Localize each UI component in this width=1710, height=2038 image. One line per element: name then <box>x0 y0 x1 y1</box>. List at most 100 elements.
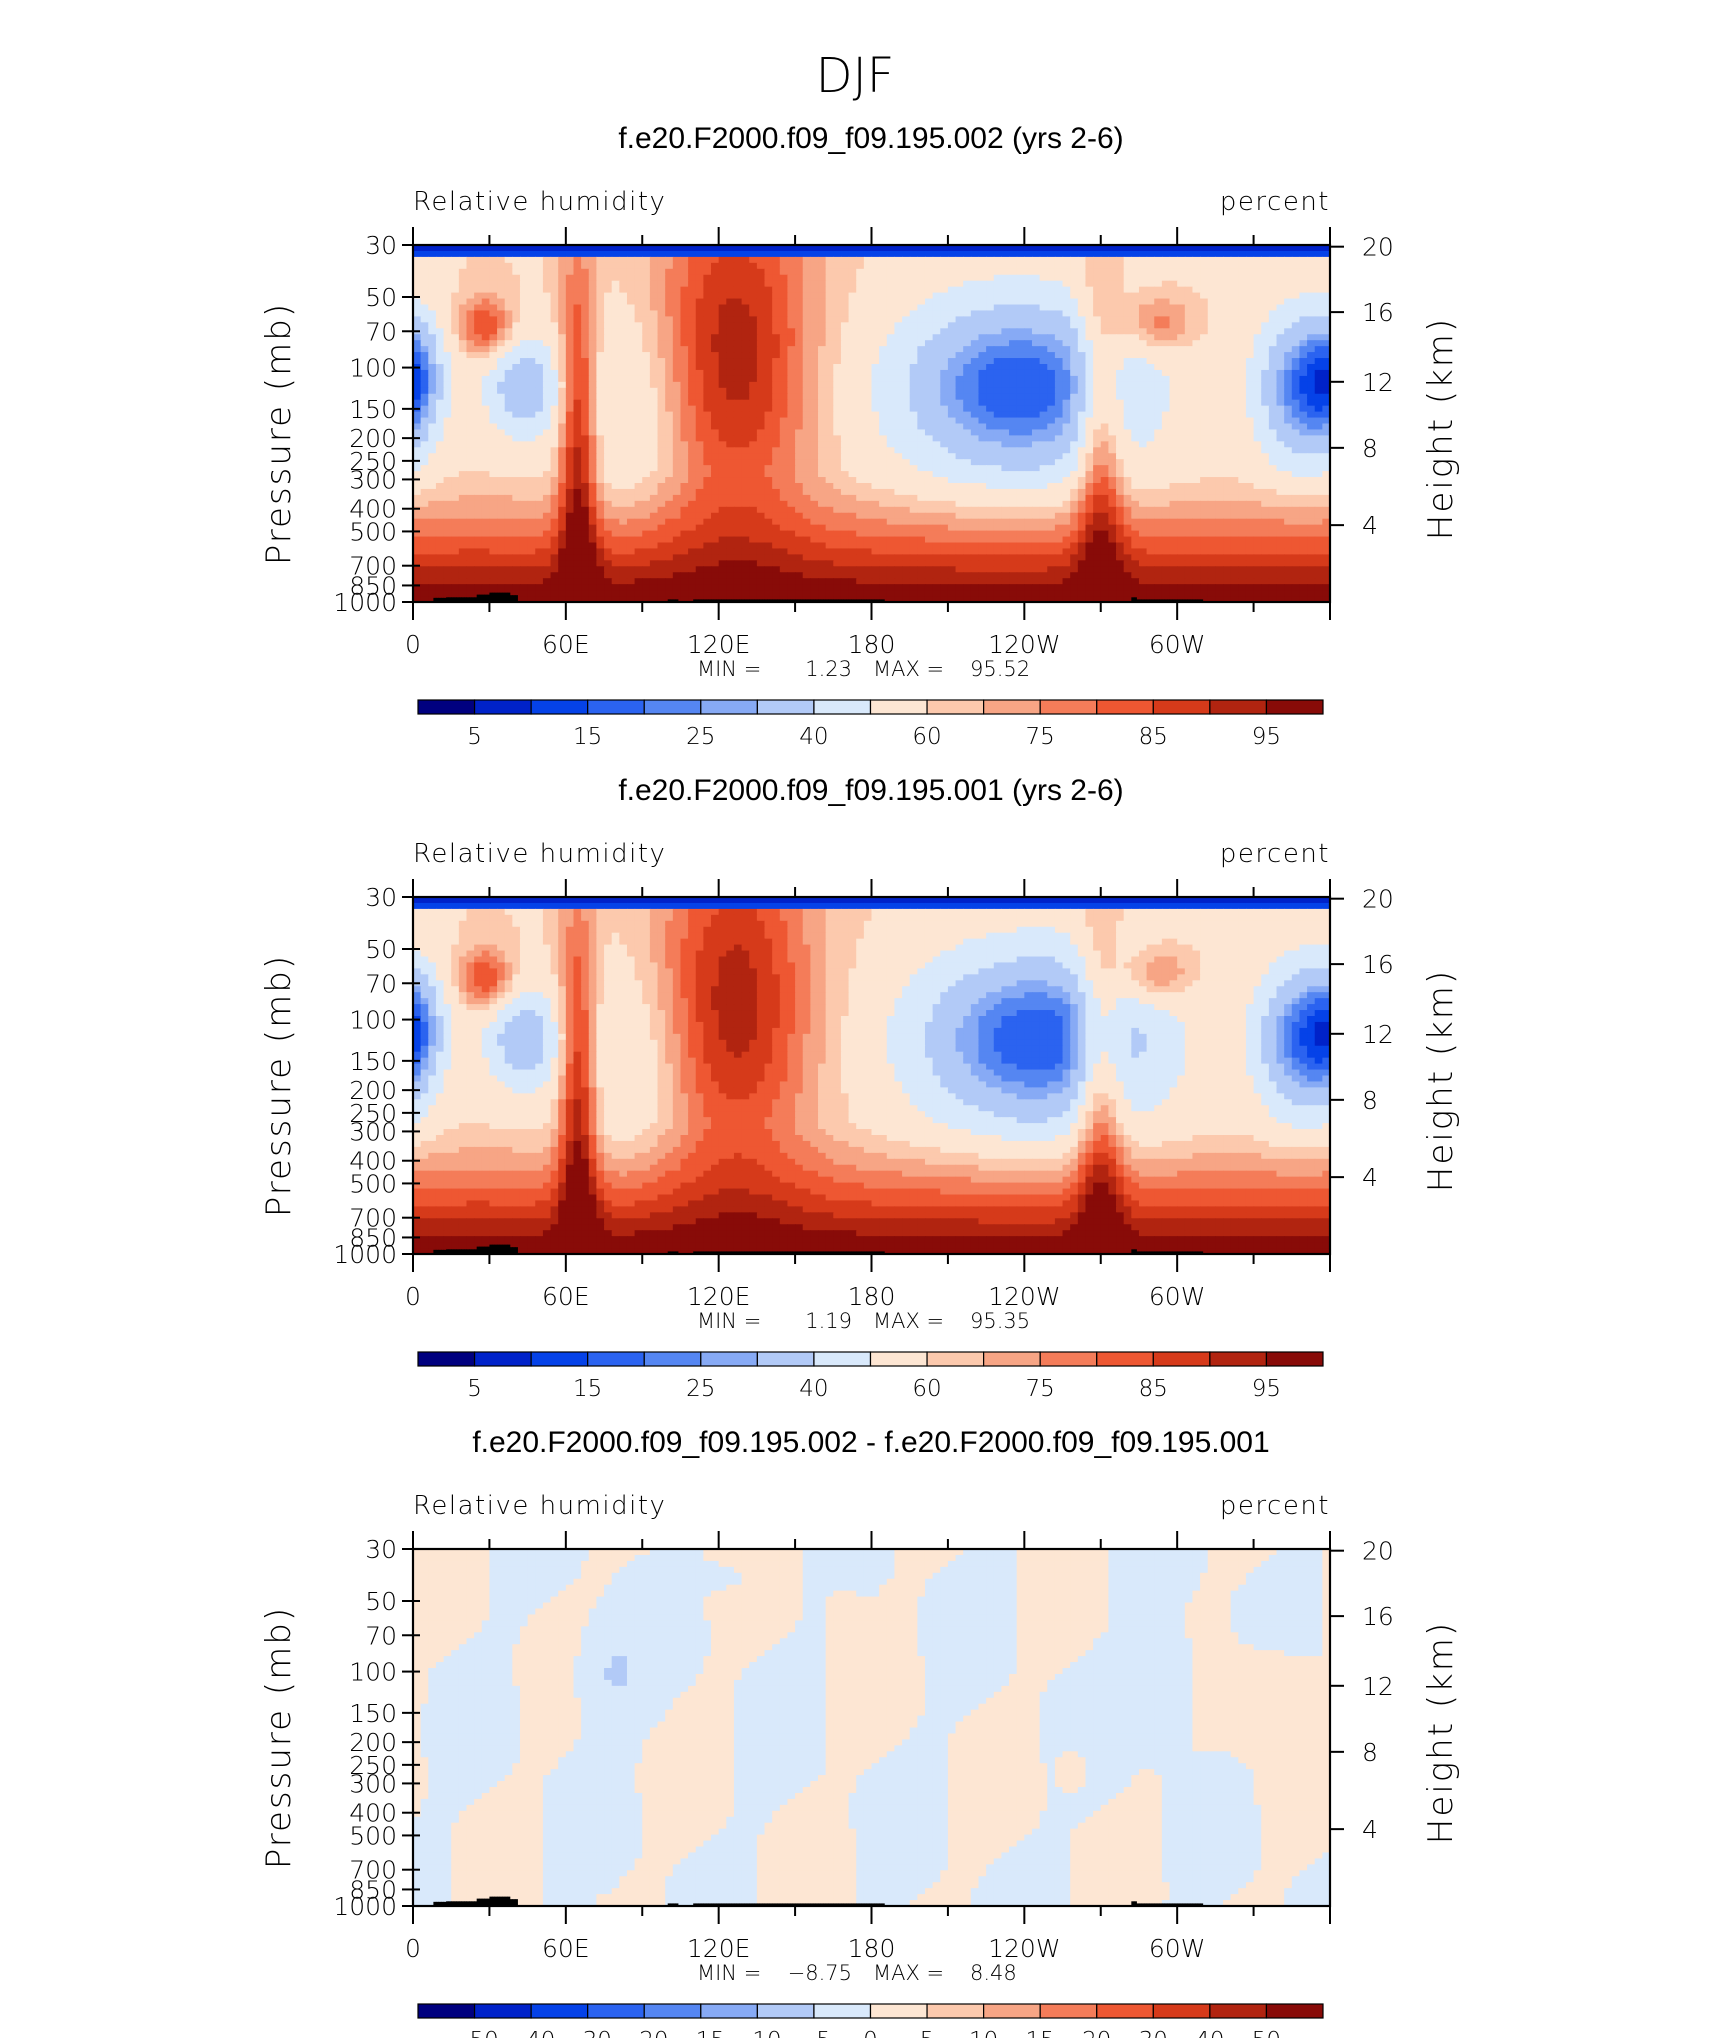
heatmap-cell <box>1047 364 1055 371</box>
heatmap-cell <box>482 400 490 407</box>
heatmap-cell <box>841 328 849 335</box>
heatmap-cell <box>1277 388 1285 395</box>
heatmap-cell <box>497 269 505 276</box>
heatmap-cell <box>986 429 994 436</box>
heatmap-cell <box>772 418 780 425</box>
heatmap-cell <box>688 305 696 312</box>
heatmap-cell <box>803 412 811 419</box>
heatmap-cell <box>872 263 880 270</box>
heatmap-cell <box>1063 299 1071 306</box>
heatmap-cell <box>1261 447 1269 454</box>
heatmap-cell <box>466 263 474 270</box>
heatmap-cell <box>1070 394 1078 401</box>
heatmap-cell <box>1299 305 1307 312</box>
heatmap-cell <box>803 394 811 401</box>
heatmap-cell <box>1040 334 1048 341</box>
heatmap-cell <box>1139 269 1147 276</box>
heatmap-cell <box>910 251 918 258</box>
heatmap-cell <box>734 340 742 347</box>
heatmap-cell <box>948 346 956 353</box>
heatmap-cell <box>940 447 948 454</box>
heatmap-cell <box>673 483 681 490</box>
heatmap-cell <box>894 263 902 270</box>
heatmap-cell <box>673 316 681 323</box>
heatmap-cell <box>765 257 773 264</box>
heatmap-cell <box>1231 400 1239 407</box>
heatmap-cell <box>497 447 505 454</box>
heatmap-cell <box>742 424 750 431</box>
heatmap-cell <box>1108 293 1116 300</box>
heatmap-cell <box>986 328 994 335</box>
heatmap-cell <box>1284 352 1292 359</box>
heatmap-cell <box>1024 441 1032 448</box>
heatmap-cell <box>1200 281 1208 288</box>
heatmap-cell <box>696 328 704 335</box>
heatmap-cell <box>948 334 956 341</box>
heatmap-cell <box>1315 388 1323 395</box>
heatmap-cell <box>1139 305 1147 312</box>
heatmap-cell <box>818 346 826 353</box>
heatmap-cell <box>489 269 497 276</box>
heatmap-cell <box>1139 388 1147 395</box>
heatmap-cell <box>1078 388 1086 395</box>
heatmap-cell <box>1254 340 1262 347</box>
heatmap-cell <box>466 370 474 377</box>
heatmap-cell <box>1093 352 1101 359</box>
heatmap-cell <box>1108 459 1116 466</box>
heatmap-cell <box>1177 418 1185 425</box>
heatmap-cell <box>772 388 780 395</box>
heatmap-cell <box>482 388 490 395</box>
heatmap-cell <box>1292 382 1300 389</box>
heatmap-cell <box>1001 412 1009 419</box>
heatmap-cell <box>1108 382 1116 389</box>
heatmap-cell <box>742 281 750 288</box>
heatmap-cell <box>1307 358 1315 365</box>
heatmap-cell <box>1139 299 1147 306</box>
heatmap-cell <box>673 322 681 329</box>
heatmap-cell <box>917 358 925 365</box>
heatmap-cell <box>650 483 658 490</box>
heatmap-cell <box>1277 328 1285 335</box>
heatmap-cell <box>994 251 1002 258</box>
heatmap-cell <box>1254 388 1262 395</box>
heatmap-cell <box>1223 257 1231 264</box>
heatmap-cell <box>1177 328 1185 335</box>
heatmap-cell <box>703 483 711 490</box>
heatmap-cell <box>1307 257 1315 264</box>
heatmap-cell <box>994 281 1002 288</box>
heatmap-cell <box>1009 435 1017 442</box>
heatmap-cell <box>978 263 986 270</box>
heatmap-cell <box>940 310 948 317</box>
heatmap-cell <box>604 275 612 282</box>
heatmap-cell <box>795 400 803 407</box>
heatmap-cell <box>642 376 650 383</box>
heatmap-cell <box>1192 281 1200 288</box>
heatmap-cell <box>612 352 620 359</box>
heatmap-cell <box>1032 316 1040 323</box>
heatmap-cell <box>551 352 559 359</box>
heatmap-cell <box>635 388 643 395</box>
heatmap-cell <box>742 418 750 425</box>
heatmap-cell <box>787 352 795 359</box>
heatmap-cell <box>1200 394 1208 401</box>
heatmap-cell <box>864 364 872 371</box>
heatmap-cell <box>428 483 436 490</box>
heatmap-cell <box>711 483 719 490</box>
heatmap-cell <box>948 275 956 282</box>
heatmap-cell <box>421 382 429 389</box>
heatmap-cell <box>566 465 574 472</box>
heatmap-cell <box>1284 257 1292 264</box>
heatmap-cell <box>688 418 696 425</box>
heatmap-cell <box>650 400 658 407</box>
heatmap-cell <box>642 394 650 401</box>
heatmap-cell <box>742 334 750 341</box>
heatmap-cell <box>1070 287 1078 294</box>
heatmap-cell <box>1040 376 1048 383</box>
heatmap-cell <box>1085 483 1093 490</box>
heatmap-cell <box>413 471 421 478</box>
heatmap-cell <box>1223 441 1231 448</box>
heatmap-cell <box>1001 322 1009 329</box>
heatmap-cell <box>849 299 857 306</box>
heatmap-cell <box>948 263 956 270</box>
heatmap-cell <box>1001 388 1009 395</box>
